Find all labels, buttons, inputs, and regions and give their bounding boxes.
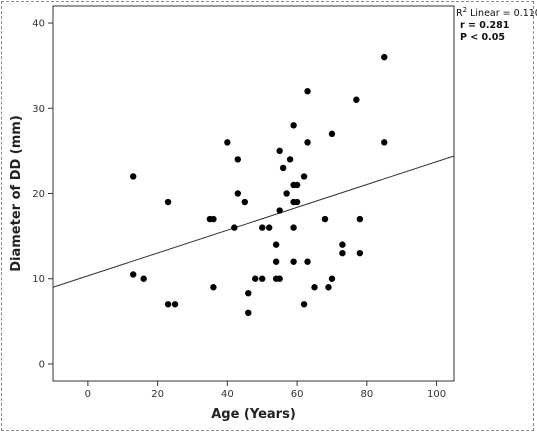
data-point xyxy=(290,224,297,231)
x-tick-label: 60 xyxy=(291,389,304,400)
y-tick-label: 30 xyxy=(32,104,45,115)
data-point xyxy=(234,156,242,163)
data-point xyxy=(276,147,283,155)
r-squared-label: R2 Linear = 0.110 xyxy=(456,6,537,19)
data-point xyxy=(290,258,297,265)
data-point xyxy=(356,215,364,223)
data-point xyxy=(328,130,336,138)
data-point xyxy=(241,198,248,206)
data-point xyxy=(353,96,360,103)
data-point xyxy=(231,224,238,231)
data-point xyxy=(130,173,137,180)
x-tick-label: 20 xyxy=(151,389,164,400)
regression-line xyxy=(52,155,455,288)
data-point xyxy=(304,139,311,146)
y-axis-title: Diameter of DD (mm) xyxy=(9,115,24,272)
data-point xyxy=(130,271,137,278)
data-point xyxy=(321,215,329,223)
data-point xyxy=(140,275,147,282)
data-point xyxy=(259,275,266,282)
data-point xyxy=(265,224,273,231)
y-tick-label: 20 xyxy=(32,189,45,200)
data-point xyxy=(252,275,259,282)
data-point xyxy=(286,156,294,163)
data-point xyxy=(311,284,318,291)
data-point xyxy=(276,207,283,214)
p-value-label: P < 0.05 xyxy=(460,32,505,43)
data-point xyxy=(279,164,287,172)
data-point xyxy=(339,241,346,248)
data-point xyxy=(245,290,252,297)
data-point xyxy=(304,258,311,265)
x-tick-label: 0 xyxy=(85,389,91,400)
data-point xyxy=(234,190,242,197)
y-tick-label: 40 xyxy=(32,19,45,30)
data-point xyxy=(210,284,217,291)
plot-area xyxy=(52,5,455,382)
data-point xyxy=(245,309,252,317)
data-point xyxy=(171,301,179,308)
data-point xyxy=(272,258,280,265)
data-point xyxy=(293,181,301,189)
data-point xyxy=(328,275,336,282)
data-point xyxy=(210,215,217,223)
x-tick-label: 100 xyxy=(427,389,446,400)
data-point xyxy=(339,249,346,257)
y-tick-label: 10 xyxy=(32,274,45,285)
r-value-label: r = 0.281 xyxy=(460,20,509,31)
data-point xyxy=(276,275,283,282)
y-tick-label: 0 xyxy=(39,359,45,370)
data-point xyxy=(325,284,332,291)
data-point xyxy=(293,198,301,206)
x-axis-title: Age (Years) xyxy=(211,407,296,422)
data-point xyxy=(283,190,290,197)
r-squared-value: Linear = 0.110 xyxy=(470,8,537,19)
data-point xyxy=(300,173,308,180)
data-point xyxy=(224,139,231,146)
data-point xyxy=(381,139,388,146)
data-point xyxy=(300,301,308,308)
data-point xyxy=(259,224,266,231)
data-point xyxy=(304,88,311,95)
data-point xyxy=(356,249,364,257)
data-point xyxy=(272,241,280,248)
data-point xyxy=(381,53,388,61)
x-tick-label: 40 xyxy=(221,389,234,400)
x-tick-label: 80 xyxy=(360,389,373,400)
stats-annotation: R2 Linear = 0.110 r = 0.281 P < 0.05 xyxy=(456,6,537,43)
data-point xyxy=(164,198,172,206)
data-point xyxy=(290,122,297,129)
data-point xyxy=(164,301,172,308)
